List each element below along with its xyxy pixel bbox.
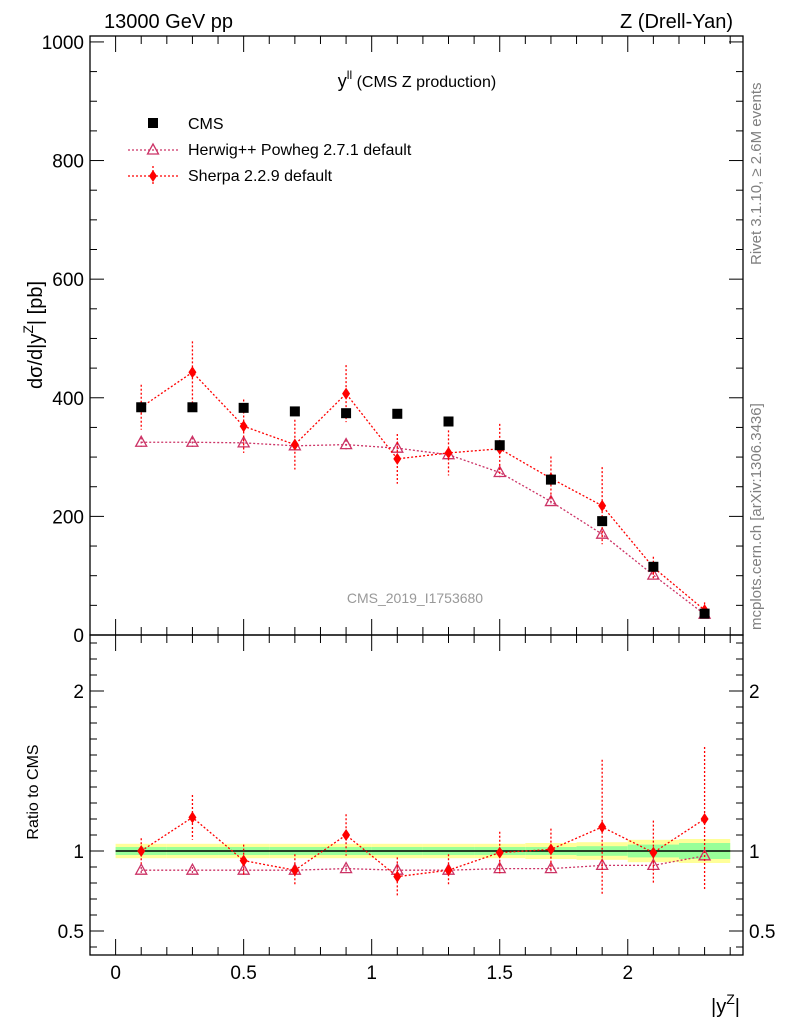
ratio-sherpa-point — [598, 821, 607, 833]
x-tick-label: 0 — [110, 963, 121, 984]
ratio-sherpa-point — [239, 854, 248, 867]
ratio-y-tick-label: 0.5 — [58, 922, 84, 943]
main-cms-point — [648, 561, 659, 572]
main-y-tick-label: 0 — [73, 626, 84, 647]
main-sherpa-point — [239, 420, 248, 433]
x-tick-label: 2 — [622, 963, 633, 984]
main-title-rest: (CMS Z production) — [352, 74, 496, 91]
legend-item-herwig: Herwig++ Powheg 2.7.1 default — [128, 142, 412, 159]
legend-item-sherpa: Sherpa 2.2.9 default — [128, 166, 333, 186]
ratio-herwig-point — [134, 862, 148, 875]
ratio-sherpa-line — [140, 816, 705, 878]
legend-label-sherpa: Sherpa 2.2.9 default — [188, 168, 333, 185]
main-sherpa-point — [444, 446, 453, 459]
main-herwig-point — [493, 465, 507, 478]
ratio-sherpa-point — [188, 811, 197, 824]
main-cms-point — [443, 416, 454, 427]
main-herwig-point — [339, 437, 353, 450]
ratio-herwig-point — [185, 862, 200, 875]
ratio-sherpa-point — [546, 843, 555, 856]
ratio-axis-label: Ratio to CMS — [25, 744, 42, 839]
mcplots-label: mcplots.cern.ch [arXiv:1306.3436] — [748, 403, 765, 630]
legend-label-cms: CMS — [188, 116, 224, 133]
main-title-sup: ll — [347, 68, 352, 82]
plot-marks: 0 200 400 600 800 1000 0.5 0.5 1 1 2 2 0 0.5 1 1.5 2 — [42, 33, 776, 984]
main-y-tick-label: 200 — [52, 507, 84, 528]
x-tick-label: 1 — [366, 963, 377, 984]
main-cms-point — [136, 402, 147, 413]
main-herwig-point — [544, 494, 558, 507]
main-cms-point — [597, 516, 608, 527]
ratio-y-tick-label-right: 2 — [749, 682, 760, 703]
main-cms-point — [545, 474, 556, 485]
main-cms-point — [699, 608, 710, 619]
legend-marker-sherpa — [149, 170, 157, 182]
legend-marker-herwig — [146, 142, 160, 155]
main-y-tick-label: 600 — [52, 270, 84, 291]
y-axis-label-main: dσ/d|y — [25, 334, 47, 389]
main-cms-point — [238, 402, 249, 413]
main-herwig-point — [646, 567, 660, 580]
y-axis-label-end: | [pb] — [25, 281, 47, 325]
legend: CMS Herwig++ Powheg 2.7.1 default Sherpa… — [128, 116, 412, 186]
main-herwig-point — [390, 440, 404, 453]
watermark: CMS_2019_I1753680 — [347, 590, 483, 606]
ratio-sherpa-point — [290, 864, 299, 877]
x-axis-label-sup: Z — [726, 991, 735, 1007]
ratio-sherpa-point — [700, 813, 709, 825]
ratio-sherpa-point — [444, 864, 453, 877]
ratio-sherpa-point — [137, 845, 146, 857]
main-y-tick-label: 400 — [52, 389, 84, 410]
main-cms-point — [289, 406, 300, 417]
main-sherpa-point — [342, 387, 351, 400]
main-cms-point — [494, 440, 505, 451]
main-herwig-point — [134, 434, 148, 447]
main-cms-point — [392, 408, 403, 419]
ratio-sherpa-point — [649, 846, 658, 859]
header-right: Z (Drell-Yan) — [620, 11, 733, 33]
y-axis-label-sup: Z — [20, 325, 36, 334]
main-herwig-point — [595, 526, 609, 539]
legend-label-herwig: Herwig++ Powheg 2.7.1 default — [188, 142, 412, 159]
x-axis-label-end: | — [735, 996, 740, 1018]
main-title: yll (CMS Z production) — [338, 68, 496, 91]
x-axis-label-main: |y — [711, 996, 726, 1018]
main-herwig-line — [141, 441, 705, 615]
main-y-tick-label: 800 — [52, 152, 84, 173]
ratio-frame — [89, 634, 744, 956]
x-tick-label: 0.5 — [230, 963, 256, 984]
ratio-herwig-point — [339, 861, 353, 874]
x-tick-label: 1.5 — [487, 963, 513, 984]
legend-item-cms: CMS — [148, 116, 224, 133]
ratio-y-tick-label: 2 — [73, 682, 84, 703]
y-axis-label: dσ/d|yZ| [pb] — [20, 281, 47, 389]
ratio-y-tick-label: 1 — [73, 842, 84, 863]
ratio-sherpa-point — [342, 829, 351, 841]
ratio-herwig-line — [141, 855, 705, 871]
main-title-main: y — [338, 71, 347, 91]
ratio-y-tick-label-right: 0.5 — [749, 922, 775, 943]
main-cms-point — [187, 402, 198, 413]
header-left: 13000 GeV pp — [104, 11, 233, 33]
legend-marker-cms — [148, 118, 158, 128]
x-axis-label: |yZ| — [711, 991, 740, 1018]
main-sherpa-point — [290, 438, 299, 451]
main-sherpa-point — [393, 452, 402, 465]
ratio-sherpa-point — [495, 846, 504, 859]
main-sherpa-point — [598, 499, 607, 512]
rivet-label: Rivet 3.1.10, ≥ 2.6M events — [748, 83, 765, 266]
ratio-y-tick-label-right: 1 — [749, 842, 760, 863]
main-y-tick-label: 1000 — [42, 33, 84, 54]
main-sherpa-point — [188, 366, 197, 379]
main-herwig-point — [185, 434, 200, 447]
main-cms-point — [341, 408, 352, 419]
main-sherpa-line — [140, 371, 706, 611]
main-herwig-point — [237, 435, 251, 448]
ratio-herwig-point — [544, 861, 558, 874]
ratio-sherpa-point — [393, 870, 402, 883]
